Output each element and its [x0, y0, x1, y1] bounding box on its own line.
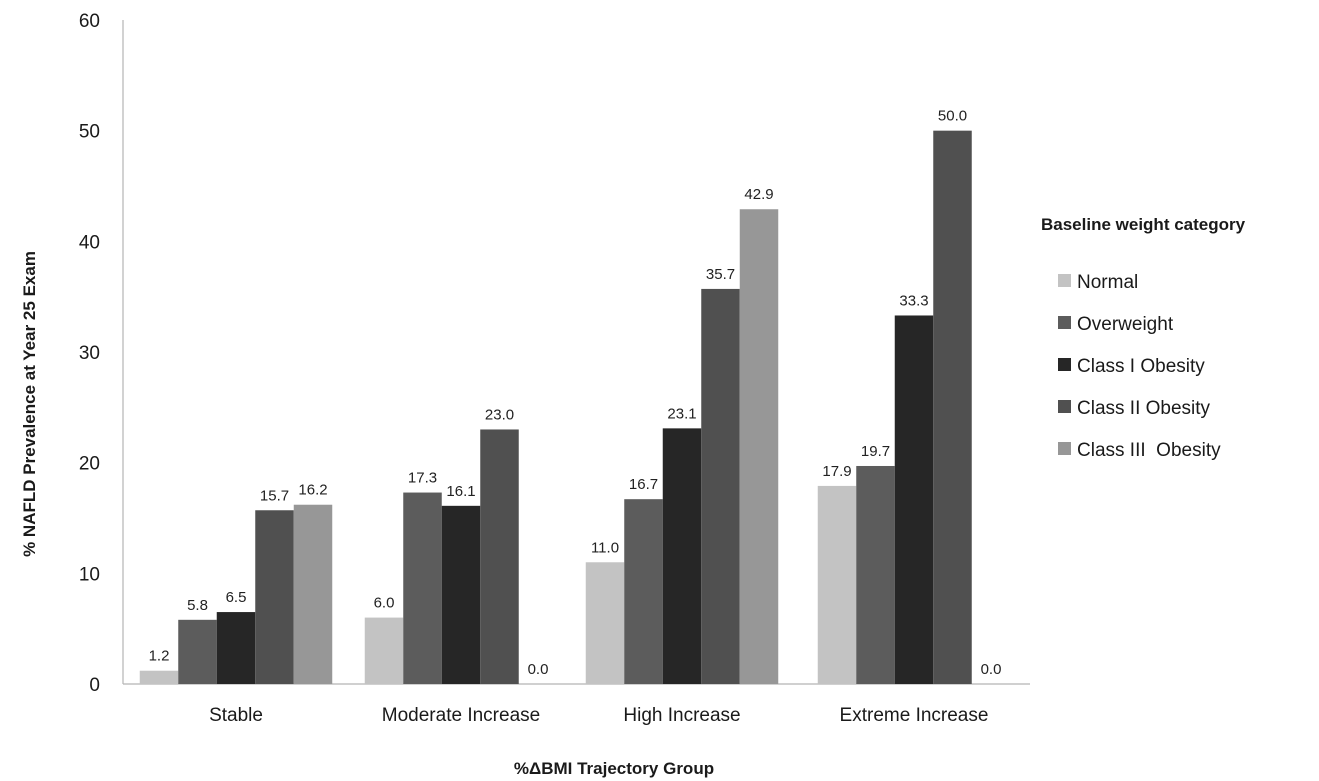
data-label: 16.1 — [446, 483, 475, 500]
bar — [216, 612, 256, 684]
x-axis-title: %ΔBMI Trajectory Group — [514, 759, 714, 778]
data-label: 0.0 — [981, 661, 1002, 678]
data-labels: 1.2 5.8 6.5 15.7 16.2 6.0 17.3 16.1 23.0 0.0 11.0 1… — [149, 108, 1002, 678]
bar — [624, 499, 663, 684]
y-tick-label: 50 — [79, 122, 100, 143]
data-label: 42.9 — [744, 186, 773, 203]
bar — [662, 428, 702, 684]
data-label: 23.0 — [485, 406, 514, 423]
bar — [441, 505, 481, 684]
legend: Baseline weight category Normal Overweigh… — [1041, 215, 1246, 461]
legend-label: Class II Obesity — [1077, 398, 1211, 419]
bar — [739, 209, 779, 685]
x-tick-label: Moderate Increase — [382, 705, 540, 726]
data-label: 16.7 — [629, 476, 658, 493]
tick-labels: 0 10 20 30 40 50 60 Stable Moderate Increase High… — [79, 11, 989, 726]
legend-swatch — [1058, 358, 1071, 371]
x-tick-label: Extreme Increase — [840, 705, 989, 726]
y-tick-label: 10 — [79, 564, 100, 585]
y-tick-label: 60 — [79, 11, 100, 32]
data-label: 5.8 — [187, 597, 208, 614]
x-tick-label: Stable — [209, 705, 263, 726]
data-label: 0.0 — [528, 661, 549, 678]
x-tick-label: High Increase — [623, 705, 740, 726]
bar — [364, 617, 404, 684]
bars — [139, 130, 972, 685]
data-label: 1.2 — [149, 648, 170, 665]
bar — [480, 429, 519, 684]
bar — [894, 315, 934, 684]
y-tick-label: 30 — [79, 343, 100, 364]
data-label: 11.0 — [591, 539, 619, 556]
data-label: 6.5 — [226, 589, 247, 606]
data-label: 16.2 — [298, 482, 327, 499]
legend-title: Baseline weight category — [1041, 215, 1246, 234]
bar — [293, 504, 333, 684]
legend-label: Class III Obesity — [1077, 440, 1221, 461]
bar — [255, 510, 294, 684]
bar — [585, 562, 625, 684]
y-tick-label: 40 — [79, 232, 100, 253]
y-tick-label: 0 — [89, 675, 100, 696]
data-label: 15.7 — [260, 487, 289, 504]
legend-swatch — [1058, 442, 1071, 455]
data-label: 6.0 — [374, 595, 395, 612]
legend-label: Class I Obesity — [1077, 356, 1205, 377]
data-label: 33.3 — [899, 292, 928, 309]
y-tick-label: 20 — [79, 454, 100, 475]
bar — [817, 485, 857, 684]
bar — [139, 670, 179, 684]
data-label: 17.3 — [408, 470, 437, 487]
bar — [403, 492, 442, 684]
y-axis-title: % NAFLD Prevalence at Year 25 Exam — [20, 251, 39, 557]
bar — [178, 619, 217, 684]
legend-label: Overweight — [1077, 314, 1174, 335]
bar — [856, 465, 895, 684]
data-label: 35.7 — [706, 266, 735, 283]
legend-swatch — [1058, 400, 1071, 413]
bar — [933, 130, 972, 684]
legend-swatch — [1058, 316, 1071, 329]
data-label: 17.9 — [822, 463, 851, 480]
legend-swatch — [1058, 274, 1071, 287]
data-label: 23.1 — [667, 405, 696, 422]
data-label: 50.0 — [938, 108, 967, 125]
legend-label: Normal — [1077, 272, 1138, 293]
bar — [701, 288, 740, 684]
data-label: 19.7 — [861, 443, 890, 460]
